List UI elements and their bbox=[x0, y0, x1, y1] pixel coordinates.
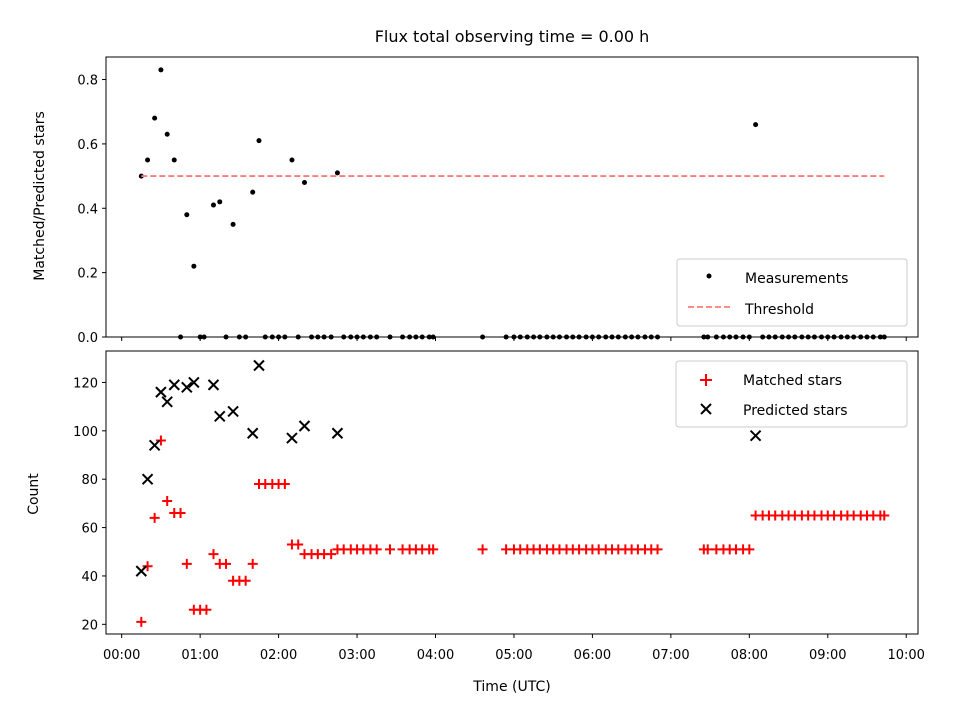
x-tick-label: 06:00 bbox=[574, 648, 611, 663]
bottom-y-tick-label: 100 bbox=[73, 425, 98, 440]
x-tick-label: 01:00 bbox=[181, 648, 218, 663]
matched-star-point bbox=[326, 549, 337, 560]
x-tick-label: 00:00 bbox=[103, 648, 140, 663]
predicted-star-point bbox=[141, 473, 154, 485]
matched-star-point bbox=[428, 544, 439, 555]
matched-star-point bbox=[652, 544, 663, 555]
measurement-point bbox=[217, 199, 223, 205]
measurement-point bbox=[164, 131, 170, 137]
legend-threshold-label: Threshold bbox=[744, 302, 814, 318]
matched-star-point bbox=[247, 558, 258, 569]
predicted-star-point bbox=[181, 381, 193, 393]
predicted-star-point bbox=[253, 359, 265, 372]
predicted-star-point bbox=[155, 386, 167, 398]
matched-star-point bbox=[744, 544, 755, 555]
chart-title: Flux total observing time = 0.00 h bbox=[375, 27, 650, 46]
matched-star-point bbox=[293, 539, 304, 550]
x-tick-label: 03:00 bbox=[338, 648, 375, 663]
measurement-point bbox=[145, 157, 151, 163]
top-y-tick-label: 0.8 bbox=[77, 74, 98, 89]
predicted-star-point bbox=[286, 432, 298, 444]
matched-star-point bbox=[208, 549, 219, 560]
bottom-legend-box bbox=[675, 360, 908, 428]
matched-star-point bbox=[279, 479, 290, 490]
legend-predicted-marker bbox=[700, 403, 712, 415]
measurement-point bbox=[191, 263, 197, 269]
predicted-star-point bbox=[749, 429, 762, 442]
top-y-tick-label: 0.4 bbox=[77, 202, 98, 217]
top-y-tick-label: 0.2 bbox=[77, 267, 98, 282]
predicted-star-point bbox=[161, 396, 173, 408]
x-tick-label: 08:00 bbox=[731, 648, 768, 663]
matched-star-point bbox=[155, 435, 166, 446]
measurement-point bbox=[753, 122, 759, 128]
matched-star-point bbox=[142, 561, 153, 572]
legend-matched-label: Matched stars bbox=[743, 373, 842, 389]
x-tick-label: 10:00 bbox=[887, 648, 924, 663]
predicted-star-point bbox=[298, 420, 311, 432]
matched-star-point bbox=[240, 575, 251, 586]
top-legend-box bbox=[676, 258, 908, 327]
measurement-point bbox=[301, 180, 307, 186]
matched-star-point bbox=[477, 544, 488, 555]
measurement-point bbox=[334, 170, 340, 176]
matched-star-point bbox=[181, 558, 192, 569]
bottom-y-tick-label: 60 bbox=[81, 522, 98, 537]
top-plot-area: 0.0 0.2 0.4 0.6 0.8 bbox=[77, 56, 919, 346]
legend-measurements-marker bbox=[706, 273, 712, 279]
matched-star-point bbox=[201, 604, 212, 615]
x-tick-label: 04:00 bbox=[417, 648, 454, 663]
top-legend: Measurements Threshold bbox=[676, 258, 908, 327]
x-tick-label: 02:00 bbox=[260, 648, 297, 663]
measurement-point bbox=[230, 221, 236, 227]
measurement-point bbox=[256, 138, 262, 144]
x-tick-label: 05:00 bbox=[495, 648, 532, 663]
measurement-point bbox=[171, 157, 177, 163]
matched-star-point bbox=[221, 558, 232, 569]
predicted-star-point bbox=[188, 376, 200, 389]
bottom-y-axis-label: Count bbox=[26, 473, 42, 515]
bottom-y-tick-label: 120 bbox=[73, 376, 98, 391]
bottom-axes-frame bbox=[105, 350, 919, 635]
top-axes-frame bbox=[105, 56, 919, 338]
bottom-y-tick-label: 40 bbox=[81, 570, 98, 585]
x-tick-label: 09:00 bbox=[809, 648, 846, 663]
matched-star-point bbox=[385, 544, 396, 555]
matched-star-point bbox=[879, 510, 890, 521]
bottom-y-tick-label: 80 bbox=[81, 473, 98, 488]
matched-star-point bbox=[149, 512, 160, 523]
measurement-point bbox=[289, 157, 295, 163]
bottom-y-tick-label: 20 bbox=[81, 618, 98, 633]
measurement-point bbox=[152, 115, 158, 121]
predicted-star-point bbox=[148, 439, 161, 452]
matched-star-point bbox=[175, 508, 186, 519]
measurement-point bbox=[210, 202, 216, 208]
predicted-star-point bbox=[227, 405, 239, 418]
measurement-point bbox=[250, 189, 256, 195]
x-axis-label: Time (UTC) bbox=[472, 679, 550, 695]
bottom-legend: Matched stars Predicted stars bbox=[675, 360, 908, 428]
legend-measurements-label: Measurements bbox=[745, 271, 848, 287]
measurement-point bbox=[184, 212, 190, 218]
matched-star-point bbox=[136, 616, 147, 627]
x-tick-label: 07:00 bbox=[652, 648, 689, 663]
matched-star-point bbox=[162, 495, 173, 506]
predicted-star-point bbox=[168, 379, 180, 391]
top-y-tick-label: 0.0 bbox=[77, 331, 98, 346]
predicted-star-point bbox=[135, 565, 148, 577]
top-y-tick-label: 0.6 bbox=[77, 138, 98, 153]
predicted-star-point bbox=[331, 427, 344, 439]
predicted-star-point bbox=[214, 410, 226, 423]
top-y-axis-label: Matched/Predicted stars bbox=[32, 111, 48, 281]
legend-predicted-label: Predicted stars bbox=[743, 403, 848, 419]
measurement-point bbox=[158, 67, 164, 73]
matched-star-point bbox=[371, 544, 382, 555]
predicted-star-point bbox=[247, 427, 259, 439]
matched-star-point bbox=[702, 544, 713, 555]
predicted-star-point bbox=[207, 379, 220, 391]
legend-matched-marker bbox=[700, 374, 712, 386]
bottom-plot-area: 20 40 60 80 100 120 00:00 01:00 02:00 03:00 04:00 0… bbox=[73, 350, 925, 663]
